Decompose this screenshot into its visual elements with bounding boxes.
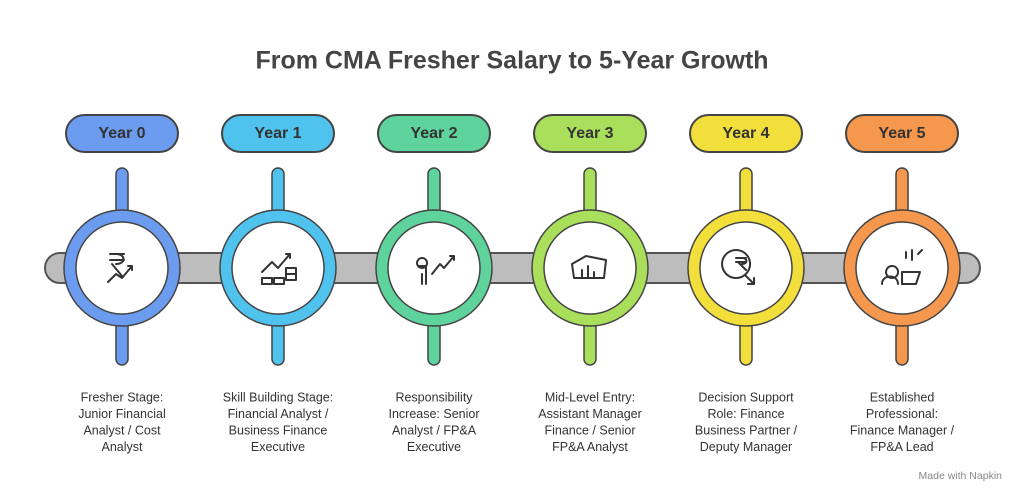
stage-description: Junior Financial [78,407,166,421]
stage-icon [571,255,607,279]
stage-ring-outline [375,209,493,327]
year-label: Year 2 [410,125,457,142]
stage-description: Analyst / FP&A [392,423,477,437]
stage-ring-outline [687,209,805,327]
year-pill [689,114,803,153]
stage-icon [881,249,923,285]
footer: Made with Napkin [919,470,1003,482]
stage-inner [387,221,481,315]
year-pill [221,114,335,153]
stage-description: Executive [407,440,461,454]
stage-description: Financial Analyst / [228,407,329,421]
stage-icon [261,253,297,285]
stage-description: Finance / Senior [544,423,635,437]
stage-description: Analyst [102,440,144,454]
timeline-bar [44,252,981,284]
stage-description: FP&A Analyst [552,440,628,454]
year-label: Year 4 [722,125,769,142]
year-pill [533,114,647,153]
stage-inner [543,221,637,315]
title: From CMA Fresher Salary to 5-Year Growth [255,47,768,75]
stage-description: Established [870,390,935,404]
stage-description: FP&A Lead [870,440,933,454]
stage-inner [699,221,793,315]
year-label: Year 3 [566,125,613,142]
stage-description: Decision Support [698,390,794,404]
stage-description: Business Finance [229,423,328,437]
stage-ring-outline [843,209,961,327]
stage-description: Role: Finance [707,407,784,421]
year-pill [377,114,491,153]
stage-description: Executive [251,440,305,454]
year-pill [845,114,959,153]
stage-description: Finance Manager / [850,423,955,437]
year-label: Year 0 [98,125,145,142]
stage-icon [416,255,455,285]
stage-ring-outline [219,209,337,327]
stage-description: Professional: [866,407,938,421]
stage-description: Business Partner / [695,423,798,437]
stages: Year 0 Fresher Stage: Junior Financial Anal… [63,114,961,454]
stage-inner [855,221,949,315]
stage-description: Increase: Senior [388,407,479,421]
stage-description: Assistant Manager [538,407,642,421]
stage-ring-outline [63,209,181,327]
year-pill [65,114,179,153]
stage-description: Fresher Stage: [81,390,164,404]
stage-icon [107,253,133,283]
stage-description: Responsibility [395,390,473,404]
year-label: Year 1 [254,125,301,142]
stage-description: Skill Building Stage: [223,390,333,404]
stage-ring-outline [531,209,649,327]
year-label: Year 5 [878,125,925,142]
stage-description: Mid-Level Entry: [545,390,635,404]
stage-description: Analyst / Cost [83,423,161,437]
stage-inner [75,221,169,315]
stage-icon [721,249,755,285]
stage-description: Deputy Manager [700,440,792,454]
